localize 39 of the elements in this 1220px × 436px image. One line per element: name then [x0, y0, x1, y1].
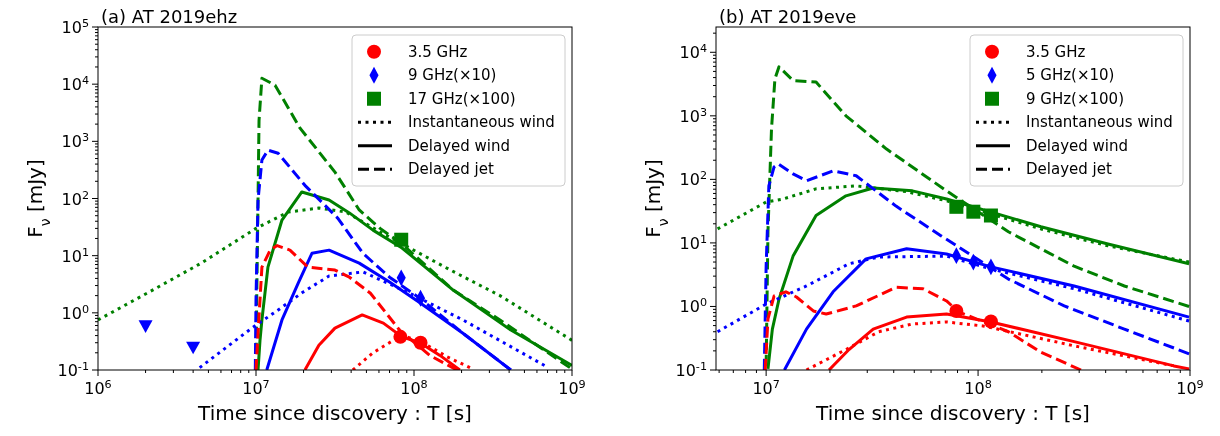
- y-tick-label: 10$^{0}$: [679, 295, 707, 317]
- legend-label: Delayed wind: [408, 136, 510, 155]
- x-tick-label: 10$^{6}$: [84, 377, 112, 398]
- legend-label: Delayed jet: [408, 160, 494, 179]
- legend-label: Delayed jet: [1026, 160, 1112, 179]
- y-tick-label: 10$^{1}$: [679, 232, 707, 253]
- y-tick-label: 10$^{-1}$: [57, 359, 89, 380]
- x-tick-label: 10$^{9}$: [558, 377, 586, 398]
- y-tick-label: 10$^{1}$: [61, 245, 89, 266]
- legend-label: 5 GHz(×10): [1026, 66, 1115, 85]
- y-tick-label: 10$^{3}$: [61, 130, 89, 152]
- x-tick-label: 10$^{8}$: [400, 377, 428, 398]
- legend-label: 17 GHz(×100): [408, 89, 516, 108]
- y-tick-label: 10$^{2}$: [61, 188, 89, 209]
- y-tick-label: 10$^{2}$: [679, 168, 707, 190]
- x-tick-label: 10$^{7}$: [242, 377, 270, 398]
- x-tick-label: 10$^{8}$: [964, 377, 992, 398]
- point: [394, 232, 409, 247]
- legend-label: 3.5 GHz: [408, 42, 468, 61]
- y-tick-label: 10$^{4}$: [61, 73, 89, 95]
- y-tick-label: 10$^{0}$: [61, 302, 89, 323]
- legend-label: 9 GHz(×10): [408, 66, 497, 85]
- x-axis-title: Time since discovery : T [s]: [197, 401, 472, 425]
- y-tick-label: 10$^{4}$: [679, 41, 707, 63]
- legend-label: 3.5 GHz: [1026, 42, 1086, 61]
- x-axis-title: Time since discovery : T [s]: [815, 401, 1090, 425]
- point: [413, 335, 428, 350]
- y-tick-label: 10$^{5}$: [61, 16, 89, 37]
- point: [393, 329, 408, 344]
- legend-label: Instantaneous wind: [1026, 113, 1173, 132]
- legend-label: 9 GHz(×100): [1026, 89, 1124, 108]
- x-tick-label: 10$^{7}$: [752, 377, 780, 398]
- legend-label: Instantaneous wind: [408, 113, 555, 132]
- chart-title: (b) AT 2019eve: [719, 6, 857, 27]
- x-tick-label: 10$^{9}$: [1176, 377, 1204, 398]
- chart-title: (a) AT 2019ehz: [101, 6, 238, 27]
- y-tick-label: 10$^{3}$: [679, 105, 707, 126]
- y-tick-label: 10$^{-1}$: [675, 359, 707, 380]
- legend-label: Delayed wind: [1026, 136, 1128, 155]
